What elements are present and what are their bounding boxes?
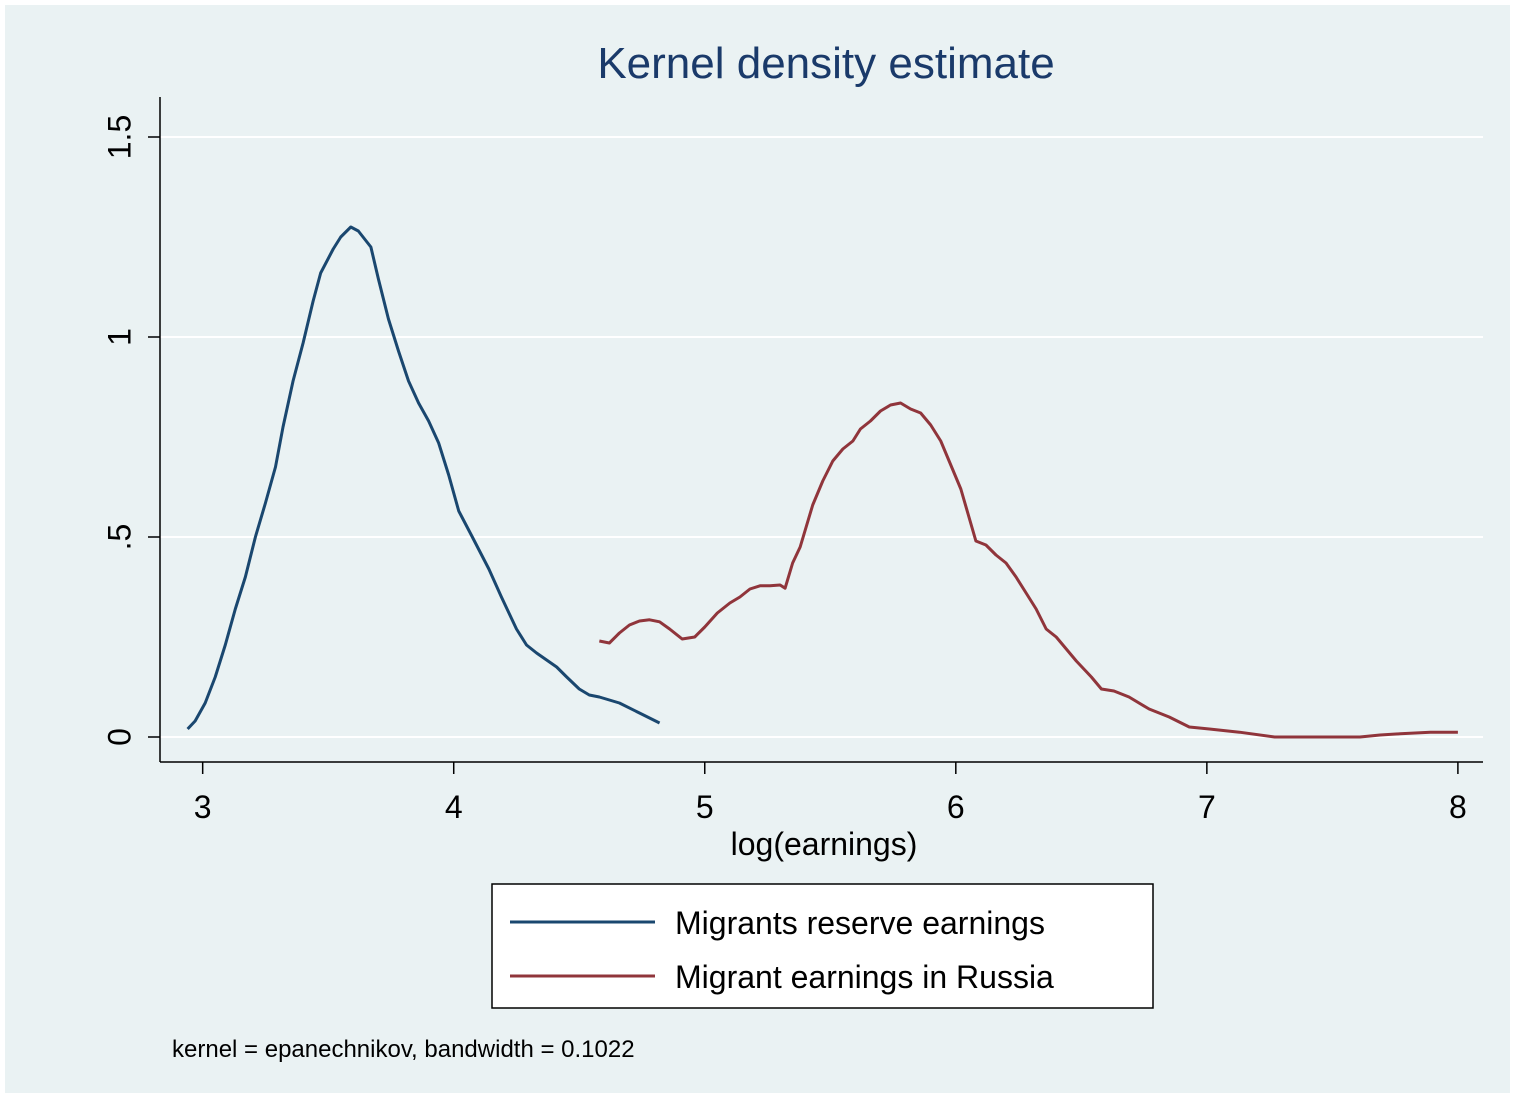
x-tick-label: 5 [696,789,714,825]
x-tick-label: 4 [445,789,463,825]
legend-label: Migrant earnings in Russia [675,959,1054,995]
x-tick-label: 8 [1449,789,1467,825]
x-tick-label: 3 [194,789,212,825]
x-tick-label: 7 [1198,789,1216,825]
legend-label: Migrants reserve earnings [675,905,1045,941]
x-axis-label: log(earnings) [731,826,918,862]
x-tick-label: 6 [947,789,965,825]
y-tick-label: .5 [101,524,137,551]
note: kernel = epanechnikov, bandwidth = 0.102… [172,1036,635,1063]
y-tick-label: 1 [101,328,137,346]
y-tick-label: 1.5 [101,115,137,159]
y-tick-label: 0 [101,728,137,746]
legend [491,883,1154,1009]
series-line [186,225,661,731]
chart-title: Kernel density estimate [597,39,1054,88]
series-line [599,401,1458,739]
